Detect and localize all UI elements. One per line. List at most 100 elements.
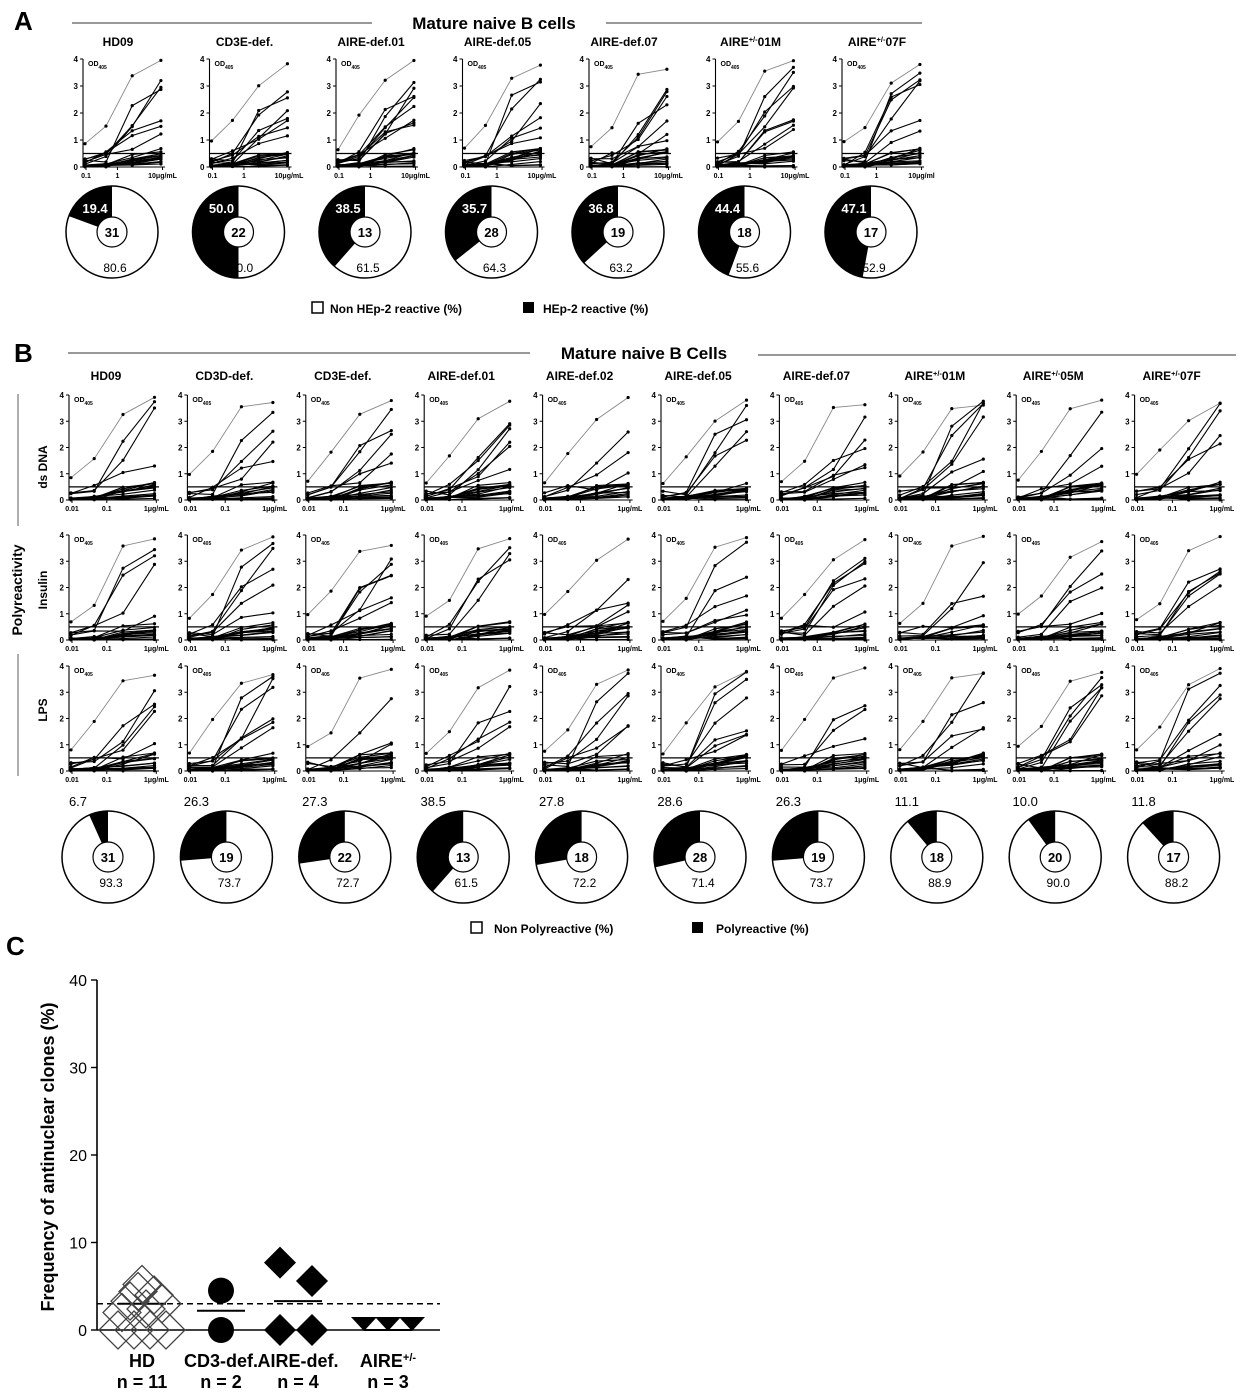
curve-point [211,759,215,763]
y-tick-label: 4 [1125,531,1130,540]
clone-curve [1018,448,1103,498]
x-tick-label: 0.01 [184,506,198,513]
curve-point [715,165,720,169]
curve-point [285,109,289,113]
y-tick-label: 1 [580,136,585,145]
clone-curve [1136,694,1221,768]
curve-point [159,78,163,83]
curve-point [744,403,749,408]
clone-curve [189,543,274,638]
curve-point [121,489,125,494]
curve-point [791,127,796,132]
y-tick-label: 3 [296,688,301,697]
curve-point [69,761,73,765]
curve-point [271,541,275,546]
curve-point [510,134,514,138]
curve-point [389,763,393,768]
donor-title-hd09: HD09 [103,35,134,49]
curve-point [476,455,480,460]
curve-point [329,589,333,593]
curve-point [239,638,243,642]
y-tick-label: 1 [60,470,65,479]
curve-point [1135,767,1139,771]
curve-point [239,585,243,589]
clone-curve [544,484,629,499]
curve-point [1158,636,1162,640]
curve-point [1187,767,1191,771]
curve-point [209,157,214,161]
curve-point [1135,498,1139,502]
y-tick-label: 2 [706,109,711,118]
curve-point [626,620,630,624]
curve-point [389,493,393,497]
panel-c-point [102,1292,142,1333]
clone-curve [1136,435,1221,499]
curve-point [121,487,125,491]
y-tick-label: 2 [200,109,205,118]
y-tick-label: 2 [453,109,458,118]
clone-curve [662,491,747,500]
curve-point [595,487,599,491]
y-tick-label: 4 [200,55,205,64]
curve-point [1016,629,1020,633]
control-curve [70,538,155,623]
pie-aire-def-05-n-label: 28 [693,850,707,865]
curve-point [271,726,275,730]
curve-point [566,589,570,594]
curve-point [92,629,96,633]
curve-point [271,751,275,755]
curve-point [713,564,717,568]
curve-point [863,556,867,560]
curve-point [508,537,512,541]
curve-point [187,638,191,642]
curve-point [981,637,985,641]
y-tick-label: 1 [327,136,332,145]
pie-aire07f-n-label: 17 [864,225,878,240]
curve-point [271,546,275,550]
curve-point [271,720,275,724]
x-tick-label: 1μg/mL [262,646,288,653]
curve-point [83,157,87,161]
od-label: OD405 [192,537,211,547]
curve-point [595,700,599,704]
curve-point [412,150,416,155]
donor-title-aire01m: AIRE+/-01M [904,369,965,384]
curve-point [950,630,954,634]
y-tick-label: 2 [888,584,893,593]
curve-point [661,752,665,756]
curve-point [918,79,922,83]
curve-point [863,490,867,495]
donor-title-aire-def-02: AIRE-def.02 [546,369,614,383]
panel-c-point [351,1317,377,1331]
curve-point [684,721,688,725]
x-tick-label: 0.01 [776,506,790,513]
curve-point [626,767,630,772]
clone-curve [662,614,747,636]
x-tick-label: 10μg/mL [654,173,684,180]
curve-point [239,483,243,487]
panel-c-y-tick-label: 30 [69,1061,87,1078]
x-tick-label: 0.1 [812,506,822,513]
y-tick-label: 2 [1125,444,1130,453]
curve-point [257,141,261,146]
curve-point [543,497,547,501]
curve-point [130,134,134,138]
curve-point [543,761,547,766]
x-tick-label: 0.1 [1049,506,1059,513]
y-tick-label: 2 [533,444,538,453]
curve-point [152,494,157,498]
curve-point [595,492,599,496]
x-tick-label: 10μg/ml [908,173,935,180]
curve-point [595,737,599,741]
y-tick-label: 1 [178,741,183,750]
y-tick-label: 2 [415,715,420,724]
y-tick-label: 4 [178,662,183,671]
curve-point [306,613,310,617]
curve-point [921,497,925,502]
y-tick-label: 0 [652,767,657,776]
clone-curve [590,133,668,164]
